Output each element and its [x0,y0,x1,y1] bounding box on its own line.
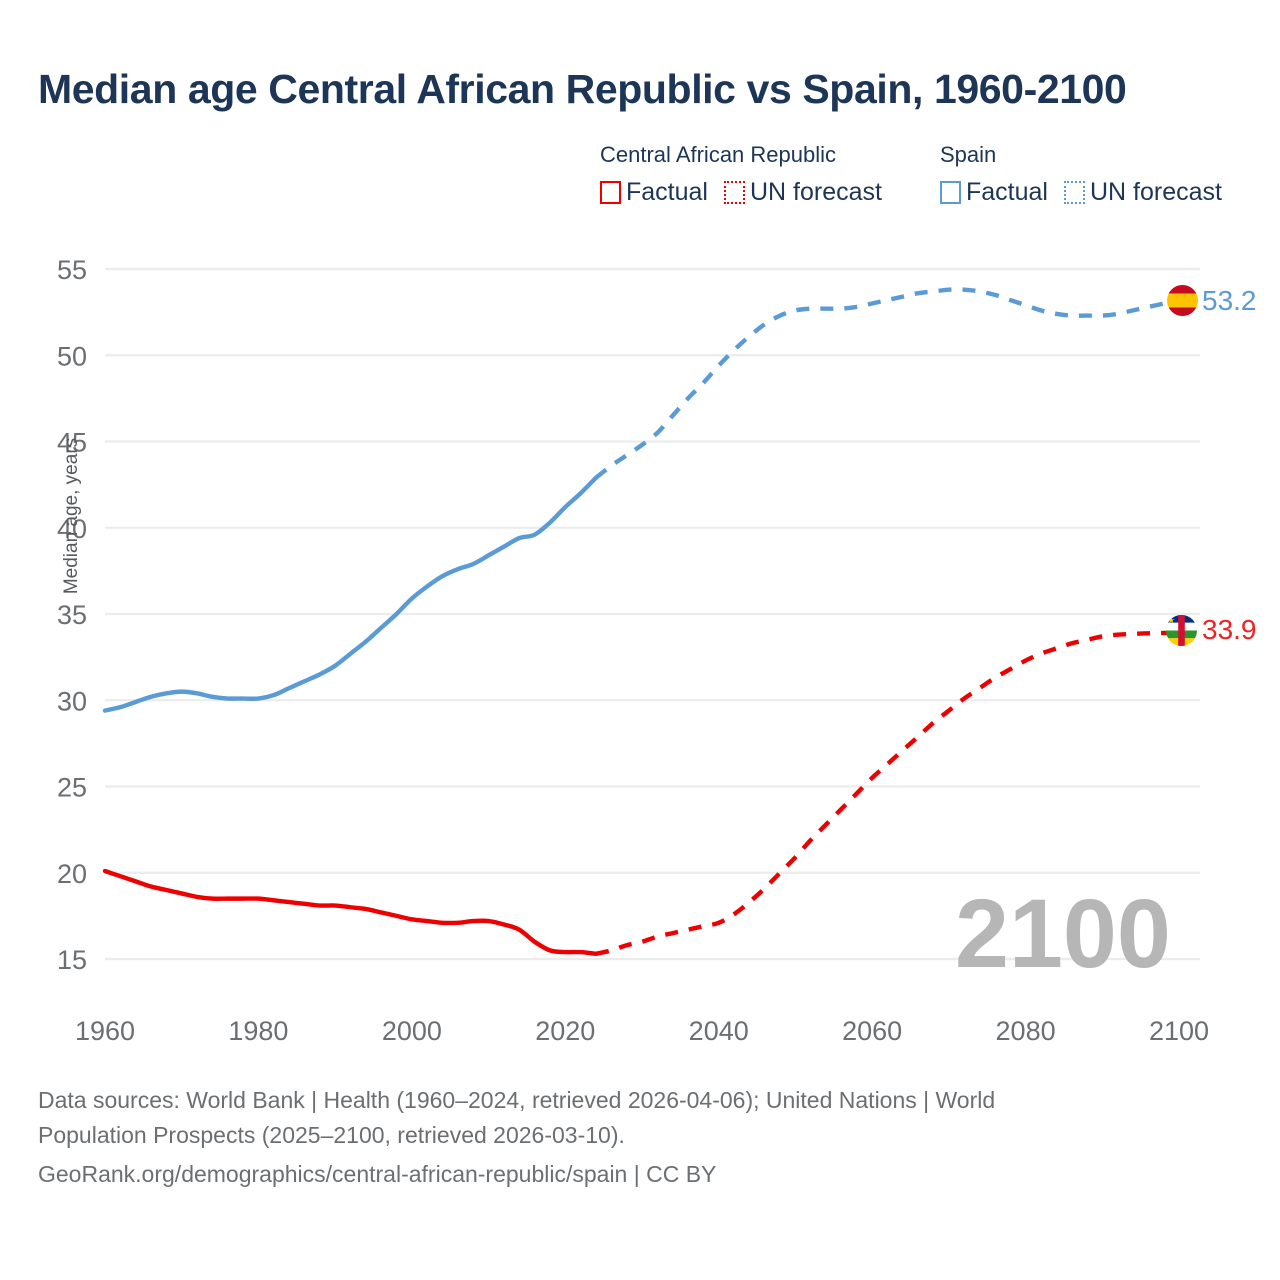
legend-swatch-solid-red-icon [600,181,621,204]
footer: Data sources: World Bank | Health (1960–… [38,1083,1238,1192]
legend-item-spain-factual[interactable]: Factual [940,178,1048,207]
legend-item-label: Factual [626,178,708,206]
y-axis-tick-label: 20 [57,859,87,889]
x-axis-tick-label: 2060 [842,1016,902,1046]
y-axis-tick-label: 35 [57,600,87,630]
y-axis-tick-label: 30 [57,686,87,716]
y-axis-tick-label: 25 [57,773,87,803]
legend-item-label: UN forecast [749,178,882,206]
legend-item-label: Factual [966,178,1048,206]
legend-group-spain: Spain Factual UN forecast [940,142,1260,207]
x-axis-tick-label: 1980 [228,1016,288,1046]
x-axis-tick-label: 2000 [382,1016,442,1046]
y-axis-tick-label: 55 [57,255,87,285]
y-axis-tick-label: 40 [57,514,87,544]
x-axis-tick-label: 2020 [535,1016,595,1046]
series-line-factual-spain [102,475,599,713]
series-line-forecast-spain [594,287,1180,480]
footer-line-1: Data sources: World Bank | Health (1960–… [38,1087,996,1113]
year-watermark: 2100 [955,879,1171,988]
legend-swatch-dotted-blue-icon [1063,181,1085,204]
footer-line-3[interactable]: GeoRank.org/demographics/central-african… [38,1160,717,1187]
x-axis-tick-label: 2040 [689,1016,749,1046]
legend-item-label: UN forecast [1089,178,1222,206]
footer-line-2: Population Prospects (2025–2100, retriev… [38,1121,625,1148]
chart-svg: 15 20 25 30 35 40 45 50 55 1960 1980 2000 2020 2040 20… [57,255,1209,1046]
legend-item-car-un-forecast[interactable]: UN forecast [723,178,882,207]
spain-flag-icon [1167,285,1198,316]
y-axis-tick-label: 50 [57,341,87,371]
x-axis-tick-label: 2100 [1149,1016,1209,1046]
series-line-factual-central-african-republic [102,868,599,957]
legend-item-spain-un-forecast[interactable]: UN forecast [1063,178,1222,207]
spain-end-value: 53.2 [1202,285,1257,316]
legend-group-central-african-republic: Central African Republic Factual UN fore… [600,142,940,207]
y-axis-title: Median age, years [61,437,82,595]
central-african-republic-flag-icon [1166,615,1197,646]
plot-area: 15 20 25 30 35 40 45 50 55 1960 1980 2000 2020 2040 20… [57,255,1257,1046]
y-axis-tick-label: 45 [57,428,87,458]
legend-swatch-solid-blue-icon [940,181,961,204]
legend: Central African Republic Factual UN fore… [600,142,1260,207]
legend-country-label: Central African Republic [600,142,837,167]
x-axis-tick-label: 1960 [75,1016,135,1046]
central-african-republic-end-value: 33.9 [1202,614,1257,645]
page-title: Median age Central African Republic vs S… [38,66,1127,112]
legend-item-car-factual[interactable]: Factual [600,178,708,207]
series-line-forecast-central-african-republic [595,630,1180,956]
legend-swatch-dotted-red-icon [723,181,745,204]
x-axis-tick-label: 2080 [996,1016,1056,1046]
y-axis-tick-label: 15 [57,945,87,975]
legend-country-label: Spain [940,142,997,167]
